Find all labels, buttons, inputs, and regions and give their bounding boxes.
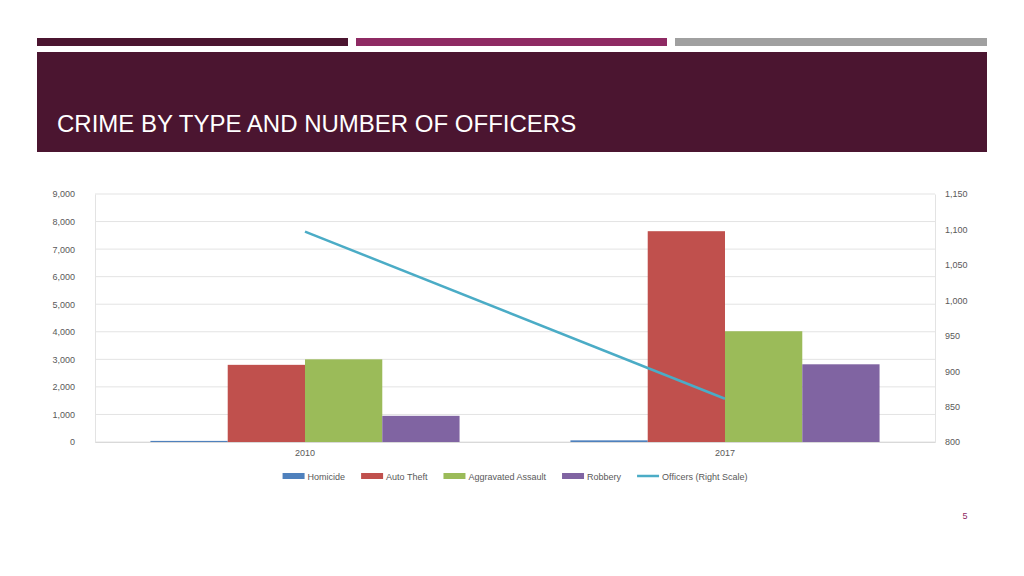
axis-line [96, 442, 936, 443]
tick: 1,150 [935, 189, 968, 199]
legend-label: Officers (Right Scale) [662, 472, 747, 482]
tick: 2,000 [52, 382, 95, 392]
tick: 4,000 [52, 327, 95, 337]
tick: 1,100 [935, 225, 968, 235]
y2-axis: 800 850 900 950 1,000 1,050 1,100 1,150 [935, 189, 968, 447]
tick-label: 6,000 [52, 272, 75, 282]
tick-label: 800 [945, 437, 960, 447]
x-axis: 2010 2017 [96, 442, 936, 458]
grid-line [95, 304, 935, 305]
tick: 850 [935, 402, 960, 412]
legend-item: Aggravated Assault [443, 472, 546, 482]
grid-line [95, 249, 935, 250]
legend-swatch [443, 473, 465, 479]
tick: 9,000 [52, 189, 95, 199]
title: CRIME BY TYPE AND NUMBER OF OFFICERS [57, 110, 576, 137]
tick: 7,000 [52, 244, 95, 254]
tick-label: 9,000 [52, 189, 75, 199]
tick: 5,000 [52, 300, 95, 310]
title-band [37, 52, 987, 152]
header-bar [37, 38, 348, 46]
bar [570, 440, 647, 442]
tick-label: 7,000 [52, 244, 75, 254]
grid-line [95, 359, 935, 360]
tick-label: 900 [945, 367, 960, 377]
tick: 3,000 [52, 355, 95, 365]
tick-label: 950 [945, 331, 960, 341]
tick-label: 1,100 [945, 225, 968, 235]
tick: 0 [70, 437, 95, 447]
tick: 6,000 [52, 272, 95, 282]
tick: 1,050 [935, 260, 968, 270]
bar [725, 331, 802, 442]
tick-label: 2010 [295, 448, 315, 458]
legend-item: Homicide [283, 472, 346, 482]
tick-label: 850 [945, 402, 960, 412]
bar [648, 231, 725, 442]
tick: 2017 [715, 442, 735, 458]
legend: Homicide Auto Theft Aggravated Assault Robb… [283, 472, 748, 482]
tick: 2010 [295, 442, 315, 458]
grid-line [95, 331, 935, 332]
bar [802, 364, 879, 442]
tick: 950 [935, 331, 960, 341]
line [305, 232, 725, 399]
tick-label: 1,050 [945, 260, 968, 270]
tick: 800 [935, 437, 960, 447]
legend-swatch [361, 473, 383, 479]
tick-label: 3,000 [52, 355, 75, 365]
grid-line [95, 194, 935, 195]
slide: CRIME BY TYPE AND NUMBER OF OFFICERS 5 0 1,… [0, 0, 1024, 576]
header-bar [675, 38, 987, 46]
bar [228, 365, 305, 442]
tick-label: 4,000 [52, 327, 75, 337]
tick-label: 8,000 [52, 217, 75, 227]
legend-swatch [637, 475, 659, 478]
grid-line [95, 276, 935, 277]
tick: 1,000 [935, 296, 968, 306]
tick: 1,000 [52, 410, 95, 420]
tick: 8,000 [52, 217, 95, 227]
tick-label: 0 [70, 437, 75, 447]
page-number: 5 [962, 511, 967, 521]
tick-label: 2017 [715, 448, 735, 458]
legend-label: Homicide [308, 472, 346, 482]
legend-item: Officers (Right Scale) [637, 472, 747, 482]
legend-item: Auto Theft [361, 472, 428, 482]
grid-line [95, 221, 935, 222]
bar [150, 441, 227, 442]
legend-swatch [283, 473, 305, 479]
y-axis: 0 1,000 2,000 3,000 4,000 5,000 6,000 7,000 8,00… [52, 189, 95, 447]
tick-label: 2,000 [52, 382, 75, 392]
grid [95, 194, 935, 442]
tick-label: 1,150 [945, 189, 968, 199]
legend-label: Robbery [587, 472, 622, 482]
bar [382, 416, 459, 442]
bar [305, 359, 382, 442]
tick: 900 [935, 367, 960, 377]
tick-label: 1,000 [52, 410, 75, 420]
legend-item: Robbery [562, 472, 622, 482]
legend-label: Aggravated Assault [468, 472, 546, 482]
axis-line [935, 195, 936, 443]
legend-swatch [562, 473, 584, 479]
tick-label: 5,000 [52, 300, 75, 310]
axis-line [95, 195, 96, 443]
header-bar [356, 38, 667, 46]
plot-area [150, 231, 879, 442]
tick-label: 1,000 [945, 296, 968, 306]
legend-label: Auto Theft [386, 472, 428, 482]
